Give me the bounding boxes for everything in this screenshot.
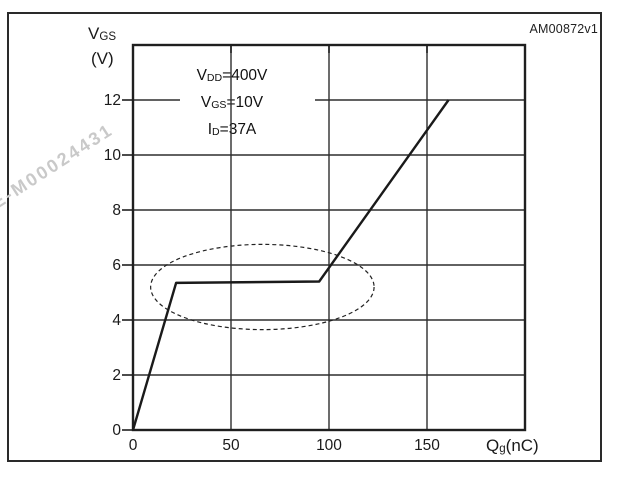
test-conditions: VDD=400V VGS=10V ID=37A	[162, 63, 302, 144]
y-tick-label: 8	[112, 202, 121, 219]
x-tick-label: 50	[222, 437, 240, 454]
condition-line-vdd: VDD=400V	[196, 67, 268, 84]
x-axis-unit: (nC)	[505, 436, 539, 455]
figure-border	[7, 12, 602, 462]
x-tick-label: 100	[316, 437, 342, 454]
x-axis-title: Qg(nC)	[486, 437, 539, 455]
y-tick-label: 6	[112, 257, 121, 274]
x-axis-subscript: g	[499, 443, 506, 455]
y-axis-unit: (V)	[91, 49, 114, 68]
x-tick-label: 0	[128, 437, 138, 454]
y-axis-symbol: V	[88, 24, 100, 43]
y-tick-label: 12	[103, 92, 121, 109]
y-tick-label: 4	[112, 312, 121, 329]
condition-line-vgs: VGS=10V	[200, 94, 264, 111]
y-tick-label: 2	[112, 367, 121, 384]
x-tick-label: 150	[414, 437, 440, 454]
plateau-highlight-ellipse	[150, 243, 375, 331]
y-tick-label: 10	[103, 147, 121, 164]
x-axis-symbol: Q	[486, 436, 500, 455]
y-axis-title: VGS	[88, 25, 116, 43]
condition-line-id: ID=37A	[207, 121, 257, 138]
y-axis-subscript: GS	[99, 31, 117, 43]
plot-frame	[131, 43, 527, 432]
gate-charge-curve	[131, 99, 450, 431]
figure-code-label: AM00872v1	[529, 22, 598, 36]
y-tick-label: 0	[112, 422, 121, 439]
